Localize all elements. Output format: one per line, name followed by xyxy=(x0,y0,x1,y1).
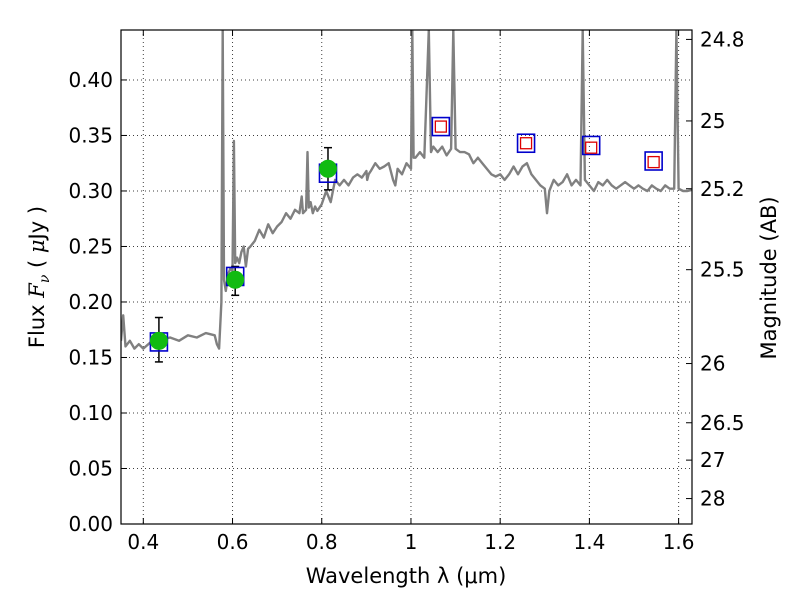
y-tick-label: 0.25 xyxy=(68,234,113,258)
predicted-point xyxy=(434,120,447,133)
y-tick-label: 0.10 xyxy=(68,401,113,425)
x-tick-label: 1.4 xyxy=(573,530,605,554)
y-tick-label: 0.15 xyxy=(68,345,113,369)
model-box xyxy=(516,133,536,154)
x-tick-label: 0.4 xyxy=(127,530,159,554)
y-axis-ticks: 0.00 0.05 0.10 0.15 0.20 0.25 0.30 0.35 0.40 xyxy=(68,68,127,536)
x-axis-title: Wavelength λ (μm) xyxy=(306,564,507,588)
x-tick-label: 1 xyxy=(405,530,418,554)
observed-point xyxy=(318,159,337,178)
x-tick-label: 1.2 xyxy=(484,530,516,554)
predicted-point xyxy=(519,137,533,150)
y-tick-label: 0.35 xyxy=(68,123,113,147)
y-tick-label: 0.20 xyxy=(68,290,113,314)
x-tick-label: 1.6 xyxy=(663,530,695,554)
model-box xyxy=(431,116,451,137)
right-axis-ticks: 24.8 25 25.2 25.5 26 26.5 27 28 xyxy=(686,27,745,511)
predicted-photometry xyxy=(434,120,660,169)
y-axis-title-left: Flux Fν ( μJy ) xyxy=(25,206,53,348)
observed-point xyxy=(149,331,168,350)
x-axis-ticks: 0.4 0.6 0.8 1 1.2 1.4 1.6 xyxy=(127,30,695,554)
x-tick-label: 0.6 xyxy=(217,530,249,554)
y-axis-title-right: Magnitude (AB) xyxy=(757,196,781,359)
y-tick-label: 0.30 xyxy=(68,179,113,203)
y-tick-label: 0.40 xyxy=(68,68,113,92)
model-box xyxy=(581,135,601,156)
predicted-point xyxy=(585,141,598,154)
right-tick-label: 25.2 xyxy=(700,177,745,201)
right-tick-label: 25 xyxy=(700,109,725,133)
model-box xyxy=(644,151,663,171)
plot-frame xyxy=(120,29,693,525)
right-tick-label: 27 xyxy=(700,448,725,472)
right-tick-label: 26 xyxy=(700,352,725,376)
spectrum-line xyxy=(121,30,692,350)
observed-photometry xyxy=(149,159,337,350)
model-spectrum xyxy=(121,30,692,350)
y-tick-label: 0.00 xyxy=(68,512,113,536)
right-tick-label: 24.8 xyxy=(700,27,745,51)
right-tick-label: 28 xyxy=(700,487,725,511)
right-tick-label: 25.5 xyxy=(700,258,745,282)
x-tick-label: 0.8 xyxy=(306,530,338,554)
predicted-point xyxy=(647,155,660,169)
right-tick-label: 26.5 xyxy=(700,411,745,435)
observed-point xyxy=(226,270,245,289)
y-tick-label: 0.05 xyxy=(68,456,113,480)
